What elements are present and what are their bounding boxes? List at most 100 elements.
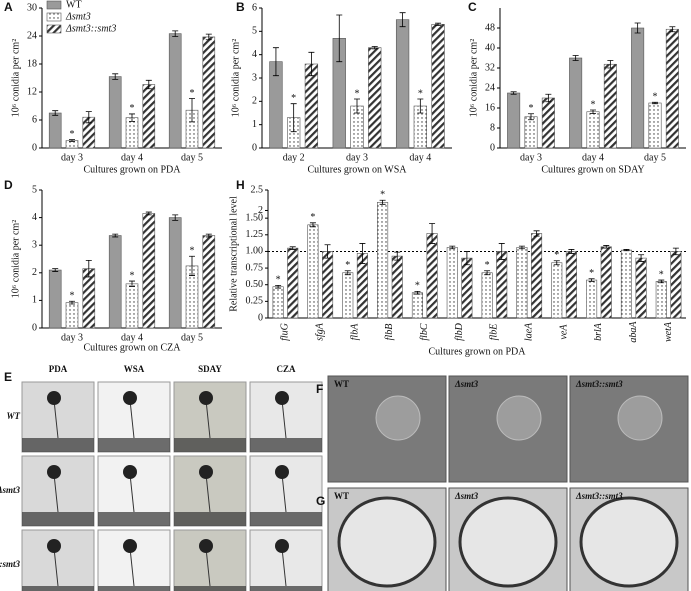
image-label: Δsmt3 — [454, 379, 479, 389]
column-label: SDAY — [198, 364, 222, 374]
bar — [426, 233, 438, 319]
error-bar — [435, 22, 442, 26]
y-axis-label: 10⁶ conidia per cm² — [10, 220, 21, 298]
y-tick-label: 6 — [252, 2, 257, 13]
y-tick-label: 8 — [490, 122, 495, 133]
conidial-head — [199, 391, 213, 405]
significance: * — [130, 270, 135, 281]
x-tick-label: sfgA — [315, 322, 326, 341]
bar — [168, 217, 182, 329]
significance: * — [589, 268, 594, 279]
bar — [108, 235, 122, 329]
error-bar — [309, 222, 316, 228]
y-tick-label: 0 — [32, 142, 37, 153]
micrograph — [173, 529, 247, 591]
error-bar — [129, 113, 135, 122]
y-axis-label: 10⁶ conidia per cm² — [468, 39, 479, 117]
error-bar — [568, 249, 575, 254]
conidiophore — [281, 547, 287, 587]
y-tick-label: 0 — [32, 322, 37, 333]
colony-base — [174, 586, 246, 591]
error-bar — [672, 247, 679, 256]
bar — [287, 247, 299, 319]
bar — [461, 257, 473, 319]
bar — [600, 246, 612, 319]
y-tick-label: 0 — [258, 312, 263, 323]
x-tick-label: flbA — [349, 323, 360, 341]
significance: * — [554, 250, 559, 261]
significance: * — [591, 99, 596, 110]
x-tick-label: day 3 — [61, 332, 83, 343]
column-label: CZA — [276, 364, 296, 374]
error-bar — [510, 91, 517, 95]
bar — [125, 283, 139, 329]
x-axis-label: Cultures grown on CZA — [84, 342, 182, 353]
conidiophore — [129, 399, 135, 439]
error-bar — [498, 243, 505, 260]
y-tick-label: 3 — [32, 239, 37, 250]
x-tick-label: laeA — [524, 322, 535, 341]
colony-base — [98, 512, 170, 526]
error-bar — [658, 279, 665, 284]
conidial-head — [199, 539, 213, 553]
y-tick-label: 12 — [27, 86, 37, 97]
colony-base — [174, 512, 246, 526]
row-label: Δsmt3 — [0, 485, 20, 495]
error-bar — [399, 12, 406, 28]
bar — [202, 36, 216, 149]
error-bar — [172, 30, 179, 37]
significance: * — [418, 88, 423, 99]
error-bar — [623, 249, 630, 252]
image-label: Δsmt3::smt3 — [575, 491, 623, 501]
error-bar — [603, 245, 610, 249]
bar — [541, 97, 555, 149]
y-tick-label: 5 — [252, 26, 257, 37]
error-bar — [344, 270, 351, 276]
y-tick-label: 1.50 — [246, 212, 264, 223]
error-bar — [112, 73, 119, 80]
conidial-head — [47, 391, 61, 405]
x-tick-label: flbC — [419, 323, 430, 341]
conidiophore — [129, 547, 135, 587]
bar — [665, 28, 679, 149]
error-bar — [52, 110, 59, 116]
cell-section — [337, 496, 437, 588]
y-tick-label: 16 — [485, 102, 495, 113]
colony-base — [250, 438, 322, 452]
conidiophore — [281, 473, 287, 513]
micrograph — [21, 529, 95, 591]
bar — [168, 33, 182, 149]
bar — [82, 268, 96, 329]
significance: * — [380, 190, 385, 201]
error-bar — [145, 211, 152, 216]
significance: * — [310, 212, 315, 223]
error-bar — [290, 103, 297, 133]
panel-label: H — [236, 178, 245, 192]
bar — [395, 19, 410, 149]
y-tick-label: 1 — [252, 119, 257, 130]
row-label: Δsmt3::smt3 — [0, 559, 20, 569]
panel-label: C — [468, 0, 477, 14]
significance: * — [190, 246, 195, 257]
image-label: WT — [334, 491, 349, 501]
conidial-head — [47, 465, 61, 479]
error-bar — [205, 233, 212, 238]
column-label: WSA — [124, 364, 145, 374]
conidial-head — [617, 395, 663, 441]
y-axis-label: 10⁶ conidia per cm² — [10, 39, 21, 117]
bar — [670, 251, 682, 319]
x-tick-label: day 4 — [121, 152, 143, 163]
error-bar — [354, 98, 360, 114]
significance: * — [190, 88, 195, 99]
error-bar — [308, 51, 315, 77]
y-axis-label: Relative transcriptional level — [228, 196, 239, 312]
panel-label: G — [316, 494, 325, 508]
error-bar — [394, 251, 401, 261]
x-tick-label: abaA — [628, 321, 639, 343]
x-axis-label: Cultures grown on PDA — [84, 164, 182, 175]
bar — [377, 201, 389, 319]
conidial-head — [375, 395, 421, 441]
bar — [125, 117, 139, 149]
error-bar — [85, 111, 92, 124]
